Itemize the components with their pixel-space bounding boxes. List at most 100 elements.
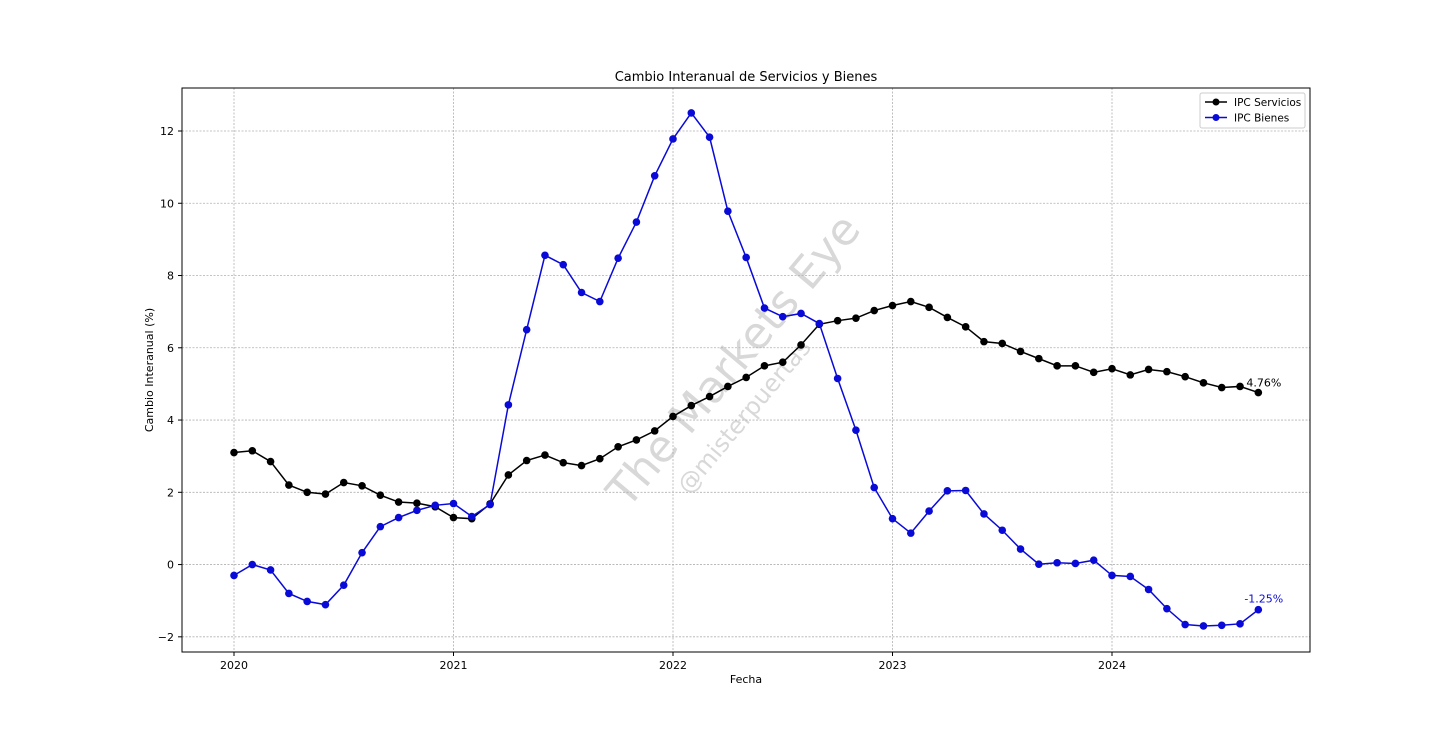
data-point: [1089, 368, 1098, 377]
data-point: [1035, 354, 1043, 363]
data-point: [376, 522, 385, 531]
data-point: [1126, 572, 1135, 581]
data-point: [413, 499, 421, 507]
data-point: [358, 481, 366, 490]
y-tick-label: 0: [167, 559, 174, 572]
y-tick-label: −2: [158, 631, 174, 644]
data-point: [724, 207, 732, 216]
data-point: [1144, 585, 1153, 594]
data-point: [541, 451, 549, 459]
x-tick-label: 2023: [879, 659, 907, 672]
series-ipc-servicios: 4.76%: [230, 297, 1281, 523]
data-point: [504, 401, 513, 409]
data-point: [1126, 371, 1135, 379]
data-point: [1163, 367, 1171, 376]
data-point: [1217, 383, 1226, 392]
data-point: [230, 571, 238, 580]
data-point: [980, 510, 988, 518]
data-point: [248, 446, 257, 455]
y-tick-label: 4: [167, 414, 174, 427]
data-point: [339, 581, 348, 589]
data-point: [961, 486, 970, 495]
legend-label: IPC Bienes: [1234, 113, 1289, 125]
grid: [182, 88, 1310, 652]
data-point: [1236, 620, 1244, 628]
data-point: [815, 319, 824, 328]
data-point: [248, 560, 257, 569]
data-point: [797, 341, 805, 349]
plot-frame: [181, 87, 1311, 653]
data-point: [1181, 372, 1189, 381]
data-point: [559, 260, 568, 269]
watermark-main: The Markets Eye: [596, 205, 870, 518]
data-point: [961, 323, 970, 331]
x-axis: 2020 2021 2022 2023 2024: [220, 652, 1126, 672]
data-point: [1199, 622, 1208, 630]
data-point: [559, 458, 568, 467]
data-point: [230, 448, 238, 457]
data-point: [742, 253, 750, 262]
data-point: [1163, 604, 1171, 613]
chart-title: Cambio Interanual de Servicios y Bienes: [615, 70, 878, 85]
data-point: [504, 471, 513, 479]
data-point: [632, 436, 641, 444]
data-point: [266, 457, 275, 466]
data-point: [431, 501, 440, 510]
data-point: [870, 306, 879, 315]
data-point: [413, 506, 421, 515]
data-point: [669, 412, 677, 421]
data-point: [1181, 620, 1189, 629]
legend: IPC Servicios IPC Bienes: [1199, 92, 1306, 129]
data-point: [650, 171, 659, 180]
data-point: [925, 303, 933, 312]
data-point: [596, 297, 604, 306]
data-point: [1016, 347, 1025, 356]
data-point: [1144, 365, 1153, 374]
data-point: [705, 133, 714, 141]
data-point: [321, 490, 330, 498]
data-point: [541, 251, 549, 260]
data-point: [1035, 560, 1043, 569]
legend-marker: [1212, 114, 1220, 121]
data-point: [522, 325, 531, 334]
data-point: [358, 548, 366, 557]
data-point: [888, 301, 897, 310]
data-point: [285, 481, 293, 489]
data-point: [669, 135, 677, 143]
data-point: [577, 461, 586, 470]
data-point: [852, 426, 860, 434]
y-tick-label: 8: [167, 270, 174, 283]
data-point: [1108, 364, 1116, 373]
data-point: [888, 514, 897, 523]
data-point: [1254, 605, 1263, 614]
data-point: [522, 456, 531, 465]
data-point: [1254, 388, 1263, 397]
watermark: The Markets Eye @misterpuertas: [596, 205, 870, 518]
data-point: [303, 597, 311, 606]
data-point: [943, 313, 952, 322]
last-value-label: 4.76%: [1246, 377, 1281, 390]
data-point: [1199, 379, 1208, 387]
legend-label: IPC Servicios: [1234, 97, 1301, 109]
x-tick-label: 2022: [659, 659, 687, 672]
data-point: [596, 454, 604, 463]
data-point: [1071, 559, 1080, 568]
data-point: [1108, 571, 1116, 580]
y-tick-label: 6: [167, 342, 174, 355]
data-point: [833, 374, 842, 383]
data-point: [1016, 545, 1025, 553]
series-layer: 4.76% -1.25%: [230, 109, 1283, 630]
data-point: [943, 487, 952, 495]
y-axis: −2 0 2 4 6 8 10 12: [158, 125, 182, 644]
data-point: [1217, 621, 1226, 630]
data-point: [687, 109, 696, 117]
x-tick-label: 2020: [220, 659, 248, 672]
data-point: [760, 362, 769, 370]
data-point: [266, 566, 275, 574]
data-point: [833, 316, 842, 325]
data-point: [687, 401, 696, 410]
data-point: [577, 288, 586, 297]
y-tick-label: 12: [160, 125, 174, 138]
data-point: [650, 427, 659, 435]
